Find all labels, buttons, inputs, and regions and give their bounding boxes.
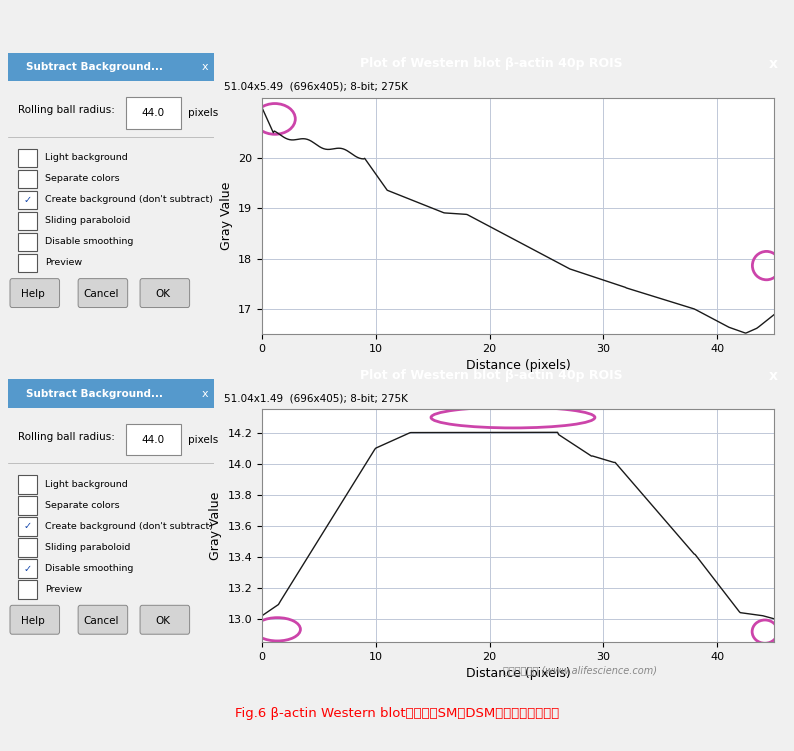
- Y-axis label: Gray Value: Gray Value: [220, 182, 233, 250]
- Text: x: x: [769, 57, 777, 71]
- FancyBboxPatch shape: [18, 254, 37, 272]
- Text: ✓: ✓: [24, 195, 32, 205]
- Text: 阿拉斯加科技 (www.alifescience.com): 阿拉斯加科技 (www.alifescience.com): [503, 665, 657, 675]
- Text: 51.04x5.49  (696x405); 8-bit; 275K: 51.04x5.49 (696x405); 8-bit; 275K: [224, 82, 408, 92]
- FancyBboxPatch shape: [18, 517, 37, 535]
- Text: Help: Help: [21, 616, 44, 626]
- FancyBboxPatch shape: [125, 424, 181, 455]
- Text: Rolling ball radius:: Rolling ball radius:: [18, 432, 115, 442]
- Text: Rolling ball radius:: Rolling ball radius:: [18, 105, 115, 116]
- FancyBboxPatch shape: [18, 233, 37, 251]
- FancyBboxPatch shape: [78, 605, 128, 634]
- Text: Disable smoothing: Disable smoothing: [45, 564, 133, 573]
- Text: x: x: [202, 62, 208, 72]
- FancyBboxPatch shape: [140, 279, 190, 308]
- FancyBboxPatch shape: [10, 605, 60, 634]
- FancyBboxPatch shape: [18, 496, 37, 514]
- FancyBboxPatch shape: [140, 605, 190, 634]
- FancyBboxPatch shape: [125, 97, 181, 129]
- FancyBboxPatch shape: [8, 53, 214, 82]
- FancyBboxPatch shape: [18, 191, 37, 209]
- Text: 44.0: 44.0: [142, 108, 165, 118]
- Text: Create background (don't subtract): Create background (don't subtract): [45, 195, 213, 204]
- FancyBboxPatch shape: [18, 149, 37, 167]
- Text: Sliding paraboloid: Sliding paraboloid: [45, 216, 130, 225]
- Text: ✓: ✓: [24, 563, 32, 574]
- Text: 44.0: 44.0: [142, 435, 165, 445]
- Text: Separate colors: Separate colors: [45, 501, 120, 510]
- Text: Plot of Western blot β-actin 40p ROIS: Plot of Western blot β-actin 40p ROIS: [360, 57, 622, 71]
- FancyBboxPatch shape: [18, 581, 37, 599]
- Text: pixels: pixels: [187, 435, 218, 445]
- FancyBboxPatch shape: [78, 279, 128, 308]
- Text: Separate colors: Separate colors: [45, 174, 120, 183]
- Text: ✓: ✓: [24, 521, 32, 532]
- FancyBboxPatch shape: [18, 559, 37, 578]
- FancyBboxPatch shape: [10, 279, 60, 308]
- Text: pixels: pixels: [187, 108, 218, 118]
- Text: Subtract Background...: Subtract Background...: [26, 62, 163, 72]
- FancyBboxPatch shape: [18, 538, 37, 556]
- Text: OK: OK: [156, 616, 170, 626]
- Text: Cancel: Cancel: [83, 616, 118, 626]
- FancyBboxPatch shape: [18, 475, 37, 493]
- Text: Fig.6 β-actin Western blot条带选区SM、DSM组背景信号曲线图: Fig.6 β-actin Western blot条带选区SM、DSM组背景信…: [235, 707, 559, 720]
- Text: OK: OK: [156, 289, 170, 300]
- Text: Preview: Preview: [45, 585, 83, 594]
- Text: Sliding paraboloid: Sliding paraboloid: [45, 543, 130, 552]
- Text: 51.04x1.49  (696x405); 8-bit; 275K: 51.04x1.49 (696x405); 8-bit; 275K: [224, 394, 408, 403]
- Text: Cancel: Cancel: [83, 289, 118, 300]
- FancyBboxPatch shape: [18, 212, 37, 230]
- Text: Plot of Western blot β-actin 40p ROIS: Plot of Western blot β-actin 40p ROIS: [360, 369, 622, 382]
- Text: x: x: [202, 389, 208, 399]
- X-axis label: Distance (pixels): Distance (pixels): [466, 668, 570, 680]
- Text: Subtract Background...: Subtract Background...: [26, 389, 163, 399]
- Text: x: x: [769, 369, 777, 382]
- Text: Help: Help: [21, 289, 44, 300]
- Text: Light background: Light background: [45, 480, 128, 489]
- Text: Preview: Preview: [45, 258, 83, 267]
- Text: Light background: Light background: [45, 153, 128, 162]
- FancyBboxPatch shape: [8, 379, 214, 409]
- Y-axis label: Gray Value: Gray Value: [209, 491, 222, 560]
- X-axis label: Distance (pixels): Distance (pixels): [466, 360, 570, 372]
- Text: Create background (don't subtract): Create background (don't subtract): [45, 522, 213, 531]
- FancyBboxPatch shape: [18, 170, 37, 188]
- Text: Disable smoothing: Disable smoothing: [45, 237, 133, 246]
